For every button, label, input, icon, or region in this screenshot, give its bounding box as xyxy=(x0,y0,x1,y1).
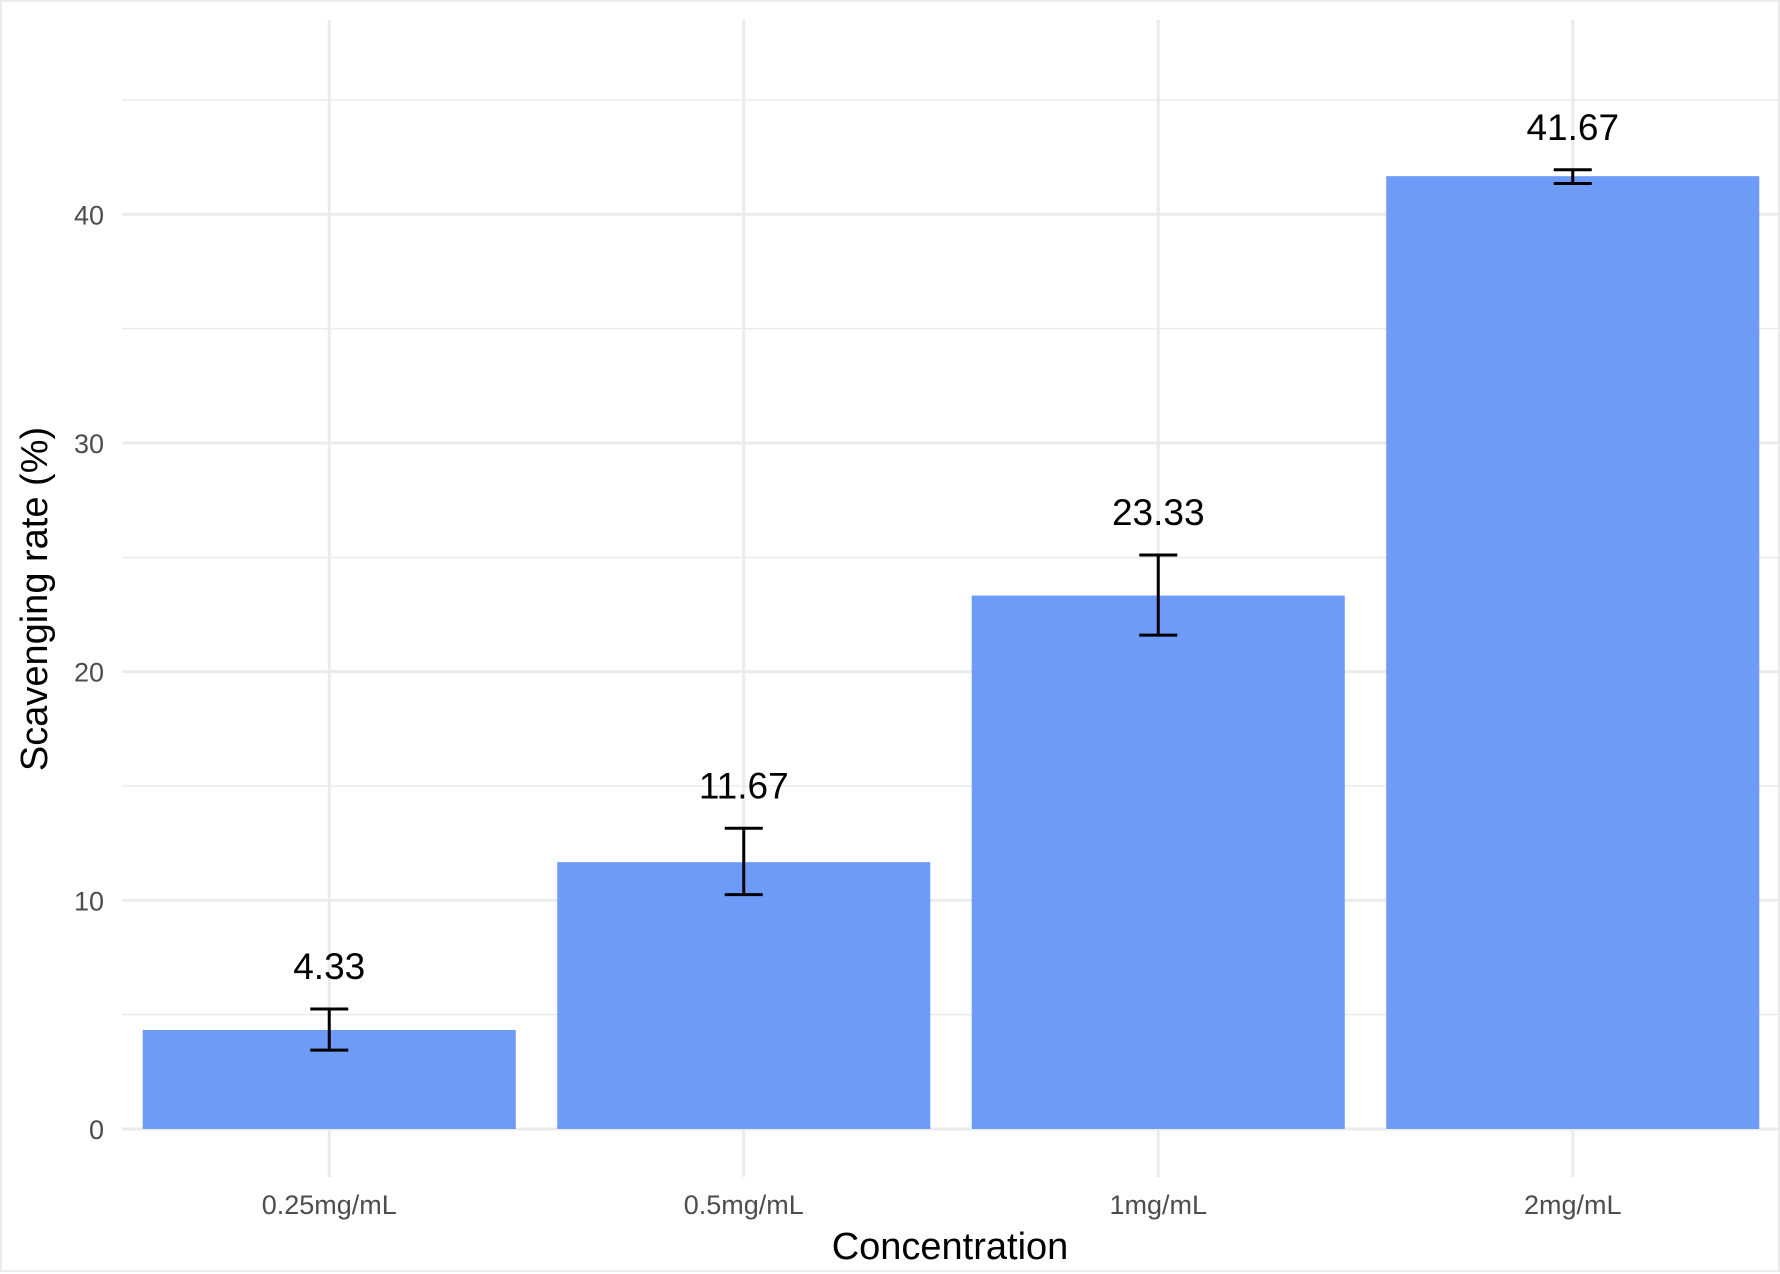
bar-layer xyxy=(142,176,1760,1129)
x-tick-label: 2mg/mL xyxy=(1524,1190,1622,1220)
y-tick-label: 0 xyxy=(89,1115,104,1145)
x-axis-title: Concentration xyxy=(832,1226,1069,1268)
error-bar xyxy=(1139,553,1178,637)
error-bar xyxy=(724,826,763,897)
data-label: 23.33 xyxy=(1112,492,1205,533)
tick-label-layer: 0 10 20 30 40 0.25mg/mL 0.5mg/mL 1mg/mL 2mg/mL xyxy=(74,200,1622,1220)
data-label-layer: 4.33 11.67 23.33 41.67 xyxy=(293,107,1619,987)
error-bar xyxy=(310,1007,349,1052)
data-label: 41.67 xyxy=(1526,107,1619,148)
x-tick-label: 1mg/mL xyxy=(1109,1190,1207,1220)
x-tick-label: 0.25mg/mL xyxy=(262,1190,397,1220)
y-axis-title: Scavenging rate (%) xyxy=(14,427,56,771)
error-bar-layer xyxy=(310,168,1592,1052)
error-bar xyxy=(1553,168,1592,185)
data-label: 11.67 xyxy=(699,765,789,806)
x-tick-label: 0.5mg/mL xyxy=(684,1190,804,1220)
y-tick-label: 40 xyxy=(74,200,104,230)
y-tick-label: 10 xyxy=(74,886,104,916)
y-tick-label: 20 xyxy=(74,658,104,688)
data-label: 4.33 xyxy=(293,946,365,987)
bar xyxy=(1386,176,1760,1129)
y-tick-label: 30 xyxy=(74,429,104,459)
bar xyxy=(557,862,931,1129)
bar xyxy=(971,595,1345,1129)
